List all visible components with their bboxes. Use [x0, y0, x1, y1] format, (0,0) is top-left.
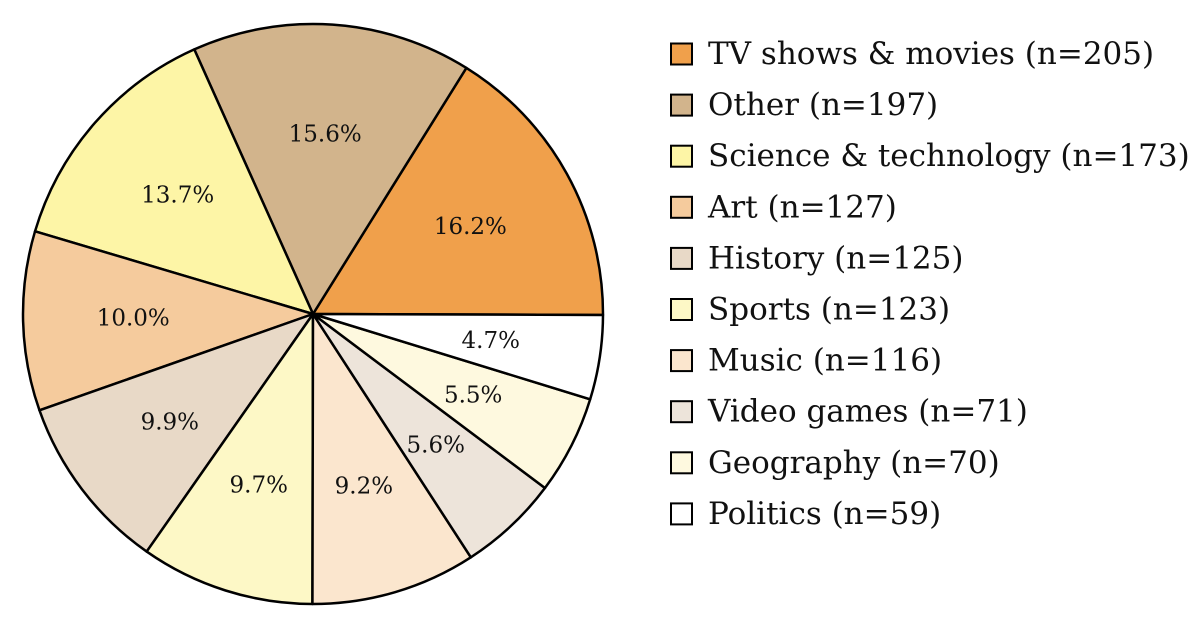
legend-swatch: [670, 195, 693, 219]
slice-percentage-label: 9.9%: [141, 410, 199, 436]
legend-label: History (n=125): [708, 240, 963, 276]
slice-percentage-label: 15.6%: [289, 122, 362, 148]
slice-percentage-label: 10.0%: [97, 305, 170, 331]
pie-slice: [38, 312, 315, 553]
legend-swatch: [670, 502, 693, 526]
legend-label: Art (n=127): [707, 189, 897, 225]
legend-swatch: [670, 400, 693, 424]
legend-label: Science & technology (n=173): [708, 138, 1190, 174]
pie-slice: [311, 66, 605, 317]
legend-swatch: [670, 93, 693, 117]
pie-slice: [311, 312, 473, 606]
slice-percentage-label: 4.7%: [462, 328, 520, 354]
pie-slice: [33, 48, 315, 316]
legend-label: TV shows & movies (n=205): [708, 36, 1154, 72]
legend-swatch: [670, 144, 693, 168]
legend-swatch: [670, 42, 693, 66]
slice-percentage-label: 16.2%: [434, 214, 507, 240]
legend-swatch: [670, 246, 693, 270]
pie-slice-labels: 16.2% 15.6% 13.7% 10.0% 9.9% 9.7% 9.2% 5.6% 5.5%…: [97, 122, 520, 500]
legend: TV shows & movies (n=205) Other (n=197) Sc…: [670, 36, 1190, 532]
slice-percentage-label: 5.5%: [444, 383, 502, 409]
legend-swatch: [670, 451, 693, 475]
slice-percentage-label: 9.7%: [230, 472, 288, 498]
pie-slice: [193, 22, 468, 316]
pie-slices: [21, 22, 605, 606]
pie-slice: [21, 230, 315, 412]
legend-label: Geography (n=70): [708, 445, 1000, 481]
legend-label: Music (n=116): [708, 343, 942, 379]
pie-slice: [145, 312, 315, 606]
legend-swatch: [670, 298, 693, 321]
pie-slice: [311, 312, 605, 401]
legend-swatch: [670, 349, 693, 373]
legend-label: Politics (n=59): [708, 496, 941, 532]
legend-label: Other (n=197): [708, 87, 938, 123]
slice-percentage-label: 9.2%: [335, 473, 393, 499]
slice-percentage-label: 5.6%: [407, 432, 465, 458]
legend-label: Video games (n=71): [707, 394, 1028, 430]
legend-label: Sports (n=123): [708, 292, 950, 328]
slice-percentage-label: 13.7%: [141, 183, 214, 209]
